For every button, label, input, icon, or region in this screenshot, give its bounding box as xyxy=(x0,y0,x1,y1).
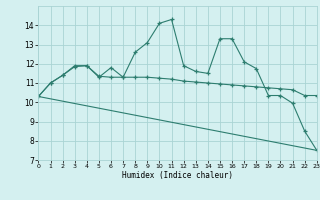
X-axis label: Humidex (Indice chaleur): Humidex (Indice chaleur) xyxy=(122,171,233,180)
